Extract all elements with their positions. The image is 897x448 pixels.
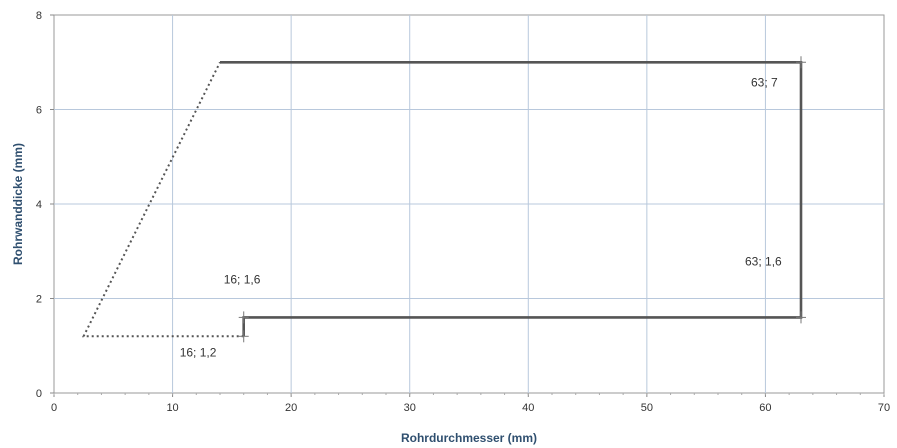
x-tick-label: 50 [641,402,653,414]
y-tick-label: 2 [36,294,42,306]
x-tick-label: 40 [522,402,534,414]
series-layer [81,56,806,343]
y-tick-label: 8 [36,10,42,22]
x-tick-label: 30 [404,402,416,414]
y-tick-label: 0 [36,388,42,400]
dotted-series-line [81,61,244,338]
x-tick-label: 60 [759,402,771,414]
axes [50,14,885,397]
x-tick-label: 10 [166,402,178,414]
x-tick-label: 0 [51,402,57,414]
data-label: 63; 7 [751,75,778,89]
x-tick-label: 70 [878,402,890,414]
y-tick-label: 4 [36,199,42,211]
annotations: 63; 7 63; 1,6 16; 1,6 16; 1,2 [180,75,782,359]
y-axis-title: Rohrwanddicke (mm) [11,143,25,265]
data-label: 16; 1,6 [224,272,261,286]
gridlines [54,15,884,393]
data-label: 16; 1,2 [180,345,217,359]
data-label: 63; 1,6 [745,254,782,268]
y-tick-label: 6 [36,105,42,117]
x-tick-label: 20 [285,402,297,414]
tick-labels: 0 10 20 30 40 50 60 70 0 2 4 6 8 [36,10,890,414]
x-axis-title: Rohrdurchmesser (mm) [401,431,537,445]
